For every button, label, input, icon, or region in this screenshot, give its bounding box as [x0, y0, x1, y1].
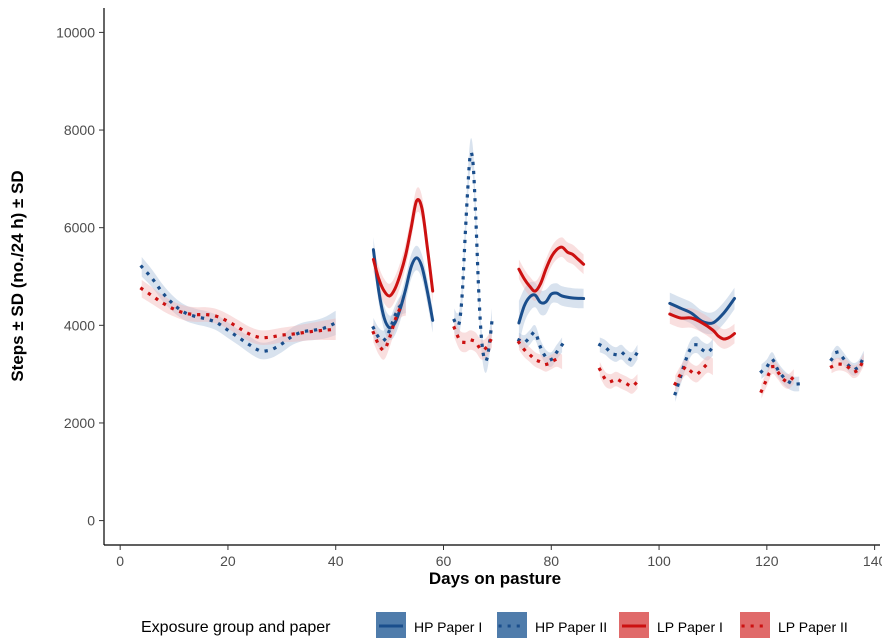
legend-label: LP Paper I — [657, 619, 723, 635]
series-line — [829, 357, 866, 374]
sd-band — [141, 257, 336, 360]
series-line — [517, 291, 586, 325]
legend-label: HP Paper II — [535, 619, 607, 635]
legend-key-box — [497, 612, 527, 638]
series-line — [516, 340, 565, 367]
y-tick-label: 0 — [87, 513, 95, 529]
legend-title: Exposure group and paper — [141, 619, 331, 636]
legend-key-box — [740, 612, 770, 638]
x-axis-title: Days on pasture — [429, 569, 561, 588]
sd-band — [141, 279, 336, 346]
series-line — [829, 350, 866, 371]
sd-bands — [141, 138, 864, 402]
series-line — [139, 286, 338, 340]
series-line — [517, 245, 586, 293]
sd-band — [373, 237, 433, 341]
series-line — [759, 357, 801, 386]
axes — [103, 8, 880, 546]
x-tick-label: 0 — [116, 553, 124, 569]
legend: Exposure group and paper HP Paper I HP Pa… — [141, 612, 848, 638]
sd-band — [675, 356, 713, 393]
sd-band — [669, 287, 735, 335]
sd-band — [518, 335, 563, 372]
sd-band — [454, 318, 492, 360]
x-tick-label: 140 — [863, 553, 882, 569]
series-lines — [139, 151, 866, 396]
legend-label: HP Paper I — [414, 619, 482, 635]
x-tick-label: 20 — [220, 553, 236, 569]
y-axis-title: Steps ± SD (no./24 h) ± SD — [8, 170, 27, 381]
sd-band — [373, 293, 406, 351]
series-line — [597, 342, 640, 362]
y-tick-label: 6000 — [64, 220, 95, 236]
series-line — [371, 301, 408, 342]
series-line — [452, 151, 494, 363]
x-tick-label: 100 — [647, 553, 671, 569]
y-tick-label: 8000 — [64, 122, 95, 138]
sd-band — [599, 337, 638, 367]
series-line — [668, 312, 736, 341]
x-tick-label: 120 — [755, 553, 779, 569]
y-tick-label: 10000 — [56, 24, 95, 40]
y-tick-label: 4000 — [64, 317, 95, 333]
series-line — [452, 325, 495, 352]
sd-band — [761, 359, 794, 399]
series-line — [371, 198, 435, 298]
x-ticks: 0 20 40 60 80 100 120 140 — [116, 545, 882, 569]
x-tick-label: 40 — [328, 553, 344, 569]
series-line — [516, 330, 565, 362]
sd-band — [675, 336, 713, 402]
x-tick-label: 80 — [543, 553, 559, 569]
x-tick-label: 60 — [436, 553, 452, 569]
y-ticks: 0 2000 4000 6000 8000 10000 — [56, 24, 104, 529]
y-tick-label: 2000 — [64, 415, 95, 431]
series-line — [371, 303, 408, 352]
series-line — [597, 367, 640, 388]
legend-label: LP Paper II — [778, 619, 848, 635]
series-line — [371, 248, 435, 330]
